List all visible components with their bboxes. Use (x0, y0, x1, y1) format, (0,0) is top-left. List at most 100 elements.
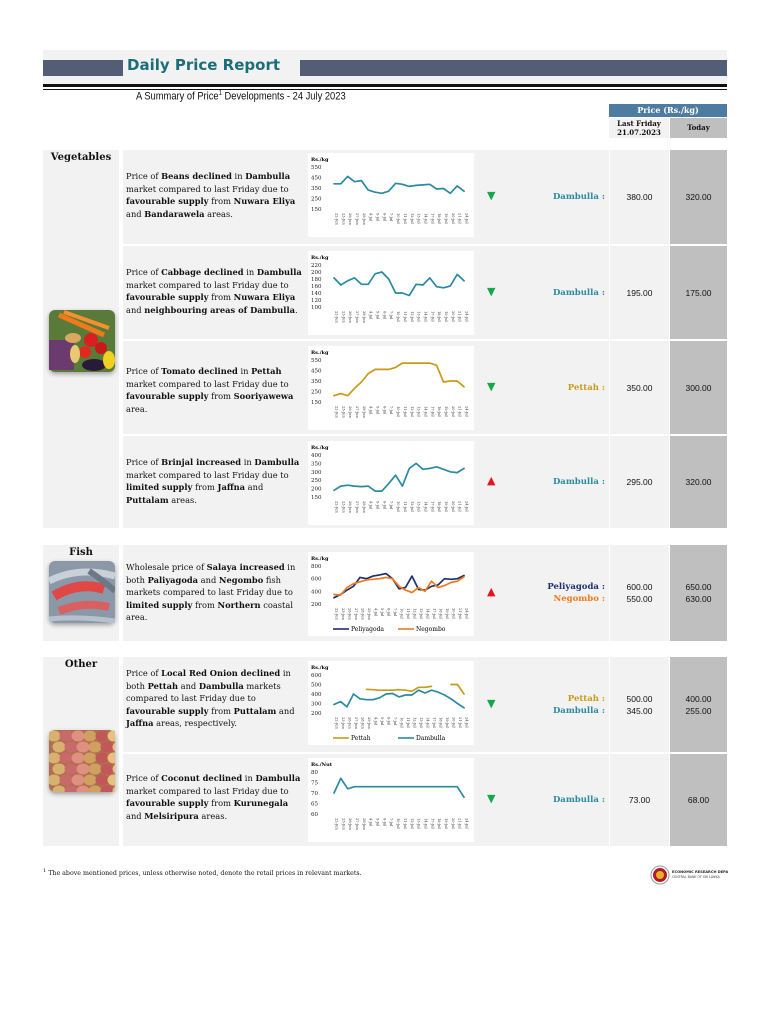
today-header: Today (670, 118, 727, 138)
x-tick-label: 22-Jun (335, 501, 339, 514)
today-price: 175.00 (685, 287, 712, 298)
x-tick-label: 5-Jul (376, 213, 380, 222)
x-tick-label: 5-Jul (380, 608, 384, 617)
y-tick-label: 75 (311, 781, 318, 787)
x-tick-label: 10-Jul (396, 818, 400, 830)
x-tick-label: 10-Jul (400, 608, 404, 620)
market-label: Dambulla : (552, 795, 605, 805)
x-tick-label: 13-Jul (417, 406, 421, 418)
trend-up-icon: ▲ (487, 585, 496, 598)
y-tick-label: 180 (311, 277, 322, 283)
y-tick-label: 100 (311, 305, 322, 311)
last-friday-price: 350.00 (626, 382, 653, 393)
market-label: Pettah : (567, 693, 605, 704)
footnote-text: The above mentioned prices, unless other… (46, 870, 362, 878)
x-tick-label: 6-Jul (382, 406, 386, 415)
x-tick-label: 26-Jun (348, 717, 352, 730)
last-friday-date: 21.07.2023 (617, 128, 661, 137)
x-tick-label: 24-Jul (465, 406, 469, 418)
market-label: Negombo : (553, 594, 606, 604)
y-tick-label: 500 (311, 683, 322, 689)
x-tick-label: 21-Jul (458, 501, 462, 513)
trend-down-icon: ▼ (487, 792, 496, 805)
x-tick-label: 14-Jul (426, 608, 430, 620)
x-tick-label: 11-Jul (403, 406, 407, 418)
last-friday-price: 295.00 (626, 477, 653, 487)
x-tick-label: 28-Jun (362, 406, 366, 419)
x-tick-label: 7-Jul (393, 608, 397, 617)
price-description: Price of Brinjal increased in Dambulla m… (126, 457, 300, 505)
x-tick-label: 19-Jul (444, 213, 448, 225)
x-tick-label: 22-Jun (335, 818, 339, 831)
x-tick-label: 27-Jun (355, 213, 359, 226)
x-tick-label: 13-Jul (419, 608, 423, 620)
trend-down-icon: ▼ (487, 189, 496, 202)
y-axis-label: Rs./kg (311, 556, 329, 562)
x-tick-label: 23-Jun (341, 213, 345, 226)
fish-photo (47, 561, 118, 624)
today-price: 400.00 (685, 693, 712, 704)
x-tick-label: 11-Jul (406, 717, 410, 729)
category-column: Vegetables (43, 150, 119, 528)
last-friday-cell (610, 545, 669, 641)
x-tick-label: 26-Jun (348, 818, 352, 831)
y-axis-label: Rs./kg (311, 665, 329, 671)
y-tick-label: 60 (311, 812, 318, 818)
x-tick-label: 5-Jul (376, 501, 380, 510)
x-tick-label: 28-Jun (362, 818, 366, 831)
today-cell (670, 545, 727, 641)
y-tick-label: 120 (311, 298, 322, 304)
x-tick-label: 24-Jul (465, 311, 469, 323)
x-tick-label: 20-Jul (451, 406, 455, 418)
x-tick-label: 23-Jun (341, 501, 345, 514)
x-tick-label: 7-Jul (389, 501, 393, 510)
last-friday-price: 380.00 (626, 192, 653, 202)
x-tick-label: 13-Jul (417, 311, 421, 323)
price-trend-chart: Rs./kg 200 400 600 800 22-Jun 23-Jun 26-Jun 27-J… (308, 552, 474, 636)
x-tick-label: 7-Jul (389, 406, 393, 415)
x-tick-label: 27-Jun (355, 818, 359, 831)
price-description: Price of Coconut declined in Dambulla ma… (126, 773, 301, 821)
section-other: Other Price of Local Red Onion declined … (43, 657, 727, 846)
y-tick-label: 550 (311, 165, 322, 171)
y-tick-label: 550 (311, 358, 322, 364)
price-row: Price of Local Red Onion declined in bot… (123, 657, 727, 752)
x-tick-label: 20-Jul (452, 608, 456, 620)
x-tick-label: 7-Jul (389, 818, 393, 827)
y-tick-label: 200 (311, 270, 322, 276)
price-trend-chart: Rs./kg 150 250 350 450 550 22-Jun 23-Jun 26-Jun 2… (308, 346, 474, 430)
x-tick-label: 11-Jul (403, 501, 407, 513)
y-axis-label: Rs./kg (311, 255, 329, 261)
x-tick-label: 22-Jun (335, 406, 339, 419)
x-tick-label: 5-Jul (376, 406, 380, 415)
market-label: Dambulla : (552, 192, 605, 202)
price-row: Price of Brinjal increased in Dambulla m… (123, 436, 727, 528)
x-tick-label: 23-Jun (341, 608, 345, 621)
footnote-ref: 1 (218, 90, 222, 97)
x-tick-label: 7-Jul (393, 717, 397, 726)
x-tick-label: 11-Jul (403, 818, 407, 830)
x-tick-label: 24-Jul (465, 608, 469, 620)
footnote: 1 The above mentioned prices, unless oth… (43, 868, 362, 877)
y-tick-label: 350 (311, 461, 322, 467)
x-tick-label: 18-Jul (439, 608, 443, 620)
x-tick-label: 23-Jun (341, 818, 345, 831)
x-tick-label: 23-Jun (341, 406, 345, 419)
x-tick-label: 6-Jul (382, 501, 386, 510)
x-tick-label: 27-Jun (354, 608, 358, 621)
y-axis-label: Rs./Nut (311, 762, 333, 768)
category-column: Fish (43, 545, 119, 641)
x-tick-label: 10-Jul (396, 406, 400, 418)
legend-label: Dambulla (416, 735, 446, 742)
x-tick-label: 20-Jul (451, 311, 455, 323)
x-tick-label: 12-Jul (410, 501, 414, 513)
header-bar-left (43, 60, 123, 76)
y-tick-label: 70 (311, 791, 318, 797)
y-tick-label: 150 (311, 495, 322, 501)
x-tick-label: 23-Jun (341, 717, 345, 730)
page-title: Daily Price Report (127, 56, 281, 74)
x-tick-label: 27-Jun (355, 311, 359, 324)
last-friday-cell (610, 246, 669, 339)
x-tick-label: 27-Jun (355, 406, 359, 419)
